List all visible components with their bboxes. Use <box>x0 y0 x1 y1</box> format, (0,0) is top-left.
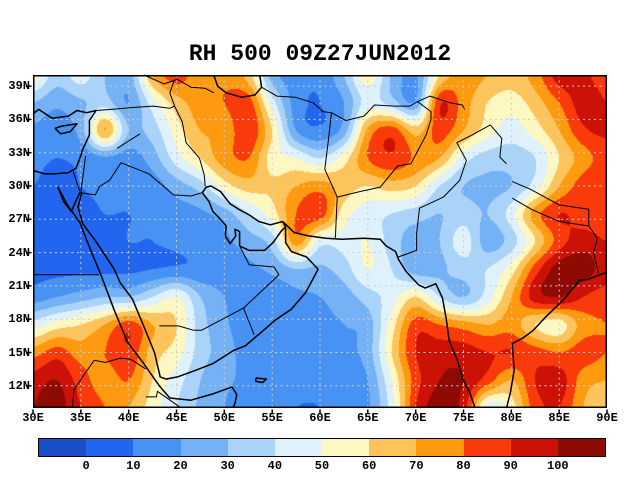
lat-tick-label: 33N <box>8 145 30 160</box>
colorbar-segment <box>369 439 417 456</box>
lon-tick-label: 55E <box>261 411 283 425</box>
colorbar-segment <box>39 439 87 456</box>
colorbar-tick-label: 40 <box>267 459 283 473</box>
colorbar-segment <box>133 439 181 456</box>
lon-tick-label: 40E <box>117 411 140 425</box>
colorbar-segment <box>416 439 464 456</box>
colorbar-tick-label: 80 <box>456 459 471 473</box>
lat-tick-label: 36N <box>8 112 30 127</box>
lon-tick-label: 45E <box>165 411 188 425</box>
colorbar-tick-label: 60 <box>361 459 377 473</box>
colorbar-segment <box>86 439 134 456</box>
lat-tick-label: 18N <box>8 312 30 327</box>
lon-tick-label: 70E <box>404 411 427 425</box>
map-overlay <box>26 74 608 414</box>
colorbar: 0 10 20 30 40 50 60 70 80 90 100 <box>38 438 606 473</box>
lon-tick-label: 80E <box>500 411 523 425</box>
colorbar-tick-label: 100 <box>547 459 569 473</box>
lon-tick-label: 75E <box>452 411 475 425</box>
colorbar-segment <box>180 439 228 456</box>
lat-tick-label: 30N <box>8 179 30 193</box>
lon-tick-label: 50E <box>213 411 236 425</box>
colorbar-segment <box>274 439 323 456</box>
colorbar-segment <box>227 439 275 456</box>
lat-tick-label: 12N <box>8 378 30 393</box>
colorbar-tick-label: 90 <box>503 459 518 473</box>
colorbar-segment <box>510 439 558 456</box>
colorbar-tick-label: 0 <box>82 459 90 473</box>
map-plot-area <box>26 74 608 414</box>
colorbar-tick-label: 50 <box>314 459 330 473</box>
lat-tick-label: 27N <box>8 212 30 227</box>
colorbar-segments <box>39 439 606 456</box>
lon-tick-label: 30E <box>22 411 44 425</box>
lat-tick-label: 24N <box>8 245 30 260</box>
colorbar-segment <box>463 439 511 456</box>
colorbar-tick-label: 10 <box>126 459 141 473</box>
lon-tick-label: 90E <box>596 411 618 425</box>
colorbar-tick-label: 20 <box>173 459 188 473</box>
chart-title: RH 500 09Z27JUN2012 <box>188 41 452 67</box>
lat-tick-label: 21N <box>8 278 30 293</box>
lat-tick-label: 15N <box>8 345 30 360</box>
lon-tick-label: 35E <box>70 411 92 425</box>
lon-tick-label: 65E <box>357 411 379 425</box>
colorbar-tick-label: 70 <box>409 459 424 473</box>
lon-tick-label: 85E <box>548 411 570 425</box>
colorbar-segment <box>322 439 370 456</box>
colorbar-segment <box>557 439 606 456</box>
colorbar-labels: 0 10 20 30 40 50 60 70 80 90 100 <box>39 459 605 475</box>
lat-tick-label: 39N <box>8 79 30 94</box>
colorbar-tick-label: 30 <box>220 459 235 473</box>
lon-tick-label: 60E <box>309 411 331 425</box>
